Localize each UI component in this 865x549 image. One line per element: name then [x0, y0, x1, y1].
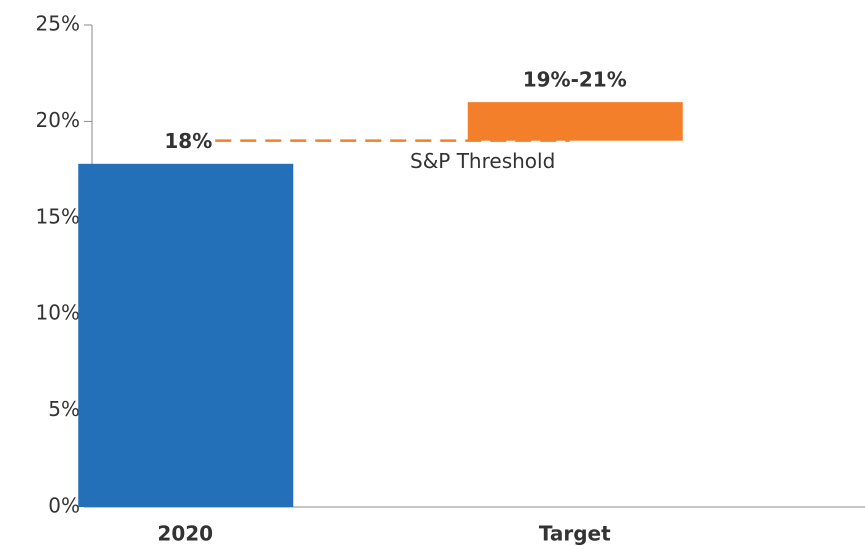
- y-tick-label: 20%: [36, 108, 80, 132]
- y-tick-label: 5%: [48, 397, 80, 421]
- x-tick-label: 2020: [157, 522, 213, 546]
- y-tick-label: 10%: [36, 301, 80, 325]
- bar: [467, 102, 683, 141]
- value-label: 18%: [164, 129, 212, 153]
- y-tick-label: 0%: [48, 494, 80, 518]
- value-label: 19%-21%: [523, 68, 627, 92]
- y-tick-label: 15%: [36, 204, 80, 228]
- x-tick-label: Target: [539, 522, 611, 546]
- bar: [78, 163, 294, 508]
- threshold-label: S&P Threshold: [410, 149, 555, 173]
- y-tick-label: 25%: [36, 12, 80, 36]
